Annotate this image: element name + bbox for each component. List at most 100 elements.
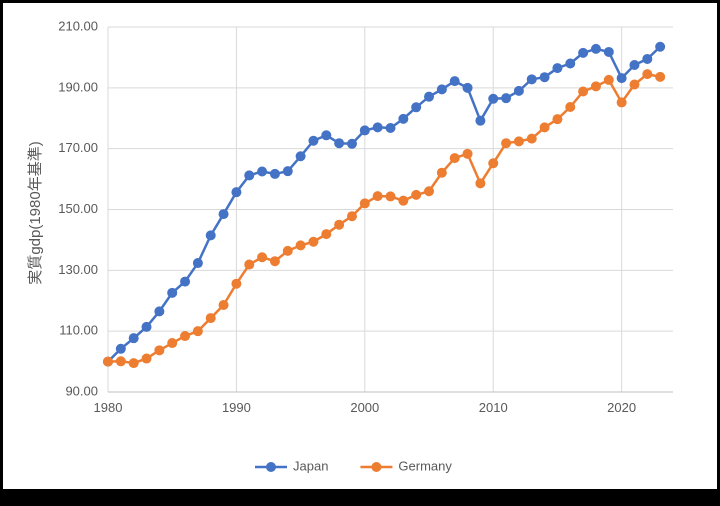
germany-data-point	[308, 236, 319, 247]
y-tick-label: 90.00	[65, 383, 98, 398]
y-axis-label: 実質gdp(1980年基準)	[26, 141, 44, 284]
x-tick-label: 2020	[607, 400, 636, 415]
legend-item-japan: Japan	[255, 458, 328, 473]
germany-data-point	[655, 71, 666, 82]
germany-data-point	[295, 240, 306, 251]
x-tick-label: 1980	[94, 400, 123, 415]
japan-data-point	[552, 63, 563, 74]
germany-data-point	[616, 97, 627, 108]
x-tick-label: 2000	[350, 400, 379, 415]
legend-label-germany: Germany	[398, 458, 452, 473]
x-tick-label: 2010	[479, 400, 508, 415]
japan-data-point	[488, 93, 499, 104]
legend-label-japan: Japan	[293, 458, 328, 473]
chart-frame: 90.00 110.00 130.00 150.00 170.00 190.00 210.0…	[3, 3, 717, 489]
germany-data-point	[141, 353, 152, 364]
germany-series-line	[107, 72, 661, 365]
germany-data-point	[359, 198, 370, 209]
japan-data-point	[295, 151, 306, 162]
japan-data-point	[218, 209, 229, 220]
japan-data-point	[205, 230, 216, 241]
japan-data-point	[346, 138, 357, 149]
germany-data-point	[257, 252, 268, 263]
japan-data-point	[411, 102, 422, 113]
germany-data-point	[244, 259, 255, 270]
japan-data-point	[167, 287, 178, 298]
germany-data-point	[103, 356, 113, 367]
y-tick-label: 130.00	[58, 262, 98, 277]
y-tick-label: 170.00	[58, 140, 98, 155]
japan-data-point	[462, 82, 473, 93]
legend-item-germany: Germany	[360, 458, 452, 473]
japan-data-point	[269, 168, 280, 179]
japan-data-point	[501, 93, 512, 104]
germany-data-point	[334, 219, 345, 230]
japan-data-point	[629, 60, 640, 71]
japan-data-point	[424, 91, 435, 102]
japan-data-point	[334, 138, 345, 149]
germany-data-point	[603, 74, 614, 85]
japan-data-point	[436, 84, 447, 95]
japan-data-point	[616, 73, 627, 84]
japan-data-point	[372, 122, 383, 133]
germany-data-point	[180, 331, 191, 342]
japan-data-point	[154, 306, 165, 317]
japan-data-point	[192, 258, 203, 269]
germany-data-point	[424, 186, 435, 197]
germany-data-point	[115, 356, 126, 367]
japan-data-point	[526, 74, 537, 85]
germany-data-point	[231, 278, 242, 289]
germany-data-point	[385, 191, 396, 202]
germany-data-point	[192, 326, 203, 337]
germany-data-point	[449, 153, 460, 164]
germany-data-point	[205, 313, 216, 324]
series-japan	[103, 41, 666, 367]
axes	[107, 27, 673, 393]
germany-data-point	[372, 191, 383, 202]
japan-data-point	[513, 85, 524, 96]
japan-data-point	[539, 72, 550, 83]
germany-data-point	[167, 338, 178, 349]
germany-data-point	[629, 79, 640, 90]
germany-data-point	[436, 167, 447, 178]
germany-data-point	[501, 138, 512, 149]
grid-lines	[107, 26, 673, 392]
germany-data-point	[128, 358, 139, 369]
x-tick-label: 1990	[222, 400, 251, 415]
germany-data-point	[411, 189, 422, 200]
japan-data-point	[128, 333, 139, 344]
line-chart: 90.00 110.00 130.00 150.00 170.00 190.00 210.0…	[26, 18, 673, 473]
japan-data-point	[385, 122, 396, 133]
germany-data-point	[346, 211, 357, 222]
japan-data-point	[257, 166, 268, 177]
japan-data-point	[321, 130, 332, 141]
y-tick-label: 210.00	[58, 18, 98, 33]
germany-data-point	[539, 122, 550, 133]
germany-data-point	[526, 133, 537, 144]
japan-data-point	[141, 321, 152, 332]
japan-data-point	[578, 47, 589, 58]
germany-data-point	[488, 158, 499, 169]
japan-data-point	[642, 53, 653, 64]
series-germany	[103, 69, 666, 369]
legend: Japan Germany	[255, 458, 452, 473]
germany-data-point	[565, 101, 576, 112]
germany-data-point	[269, 256, 280, 267]
japan-data-point	[180, 276, 191, 287]
germany-data-point	[154, 345, 165, 356]
germany-data-point	[578, 86, 589, 97]
germany-data-point	[475, 178, 486, 189]
germany-data-point	[321, 229, 332, 240]
germany-data-point	[282, 245, 293, 256]
y-tick-label: 150.00	[58, 201, 98, 216]
japan-data-point	[590, 43, 601, 54]
legend-swatch-marker	[266, 462, 276, 472]
x-tick-labels: 1980 1990 2000 2010 2020	[94, 400, 637, 415]
japan-data-point	[359, 125, 370, 136]
japan-data-point	[231, 187, 242, 198]
japan-data-point	[475, 115, 486, 126]
japan-data-point	[308, 135, 319, 146]
germany-data-point	[552, 114, 563, 125]
y-tick-label: 110.00	[59, 323, 98, 338]
japan-data-point	[244, 170, 255, 181]
